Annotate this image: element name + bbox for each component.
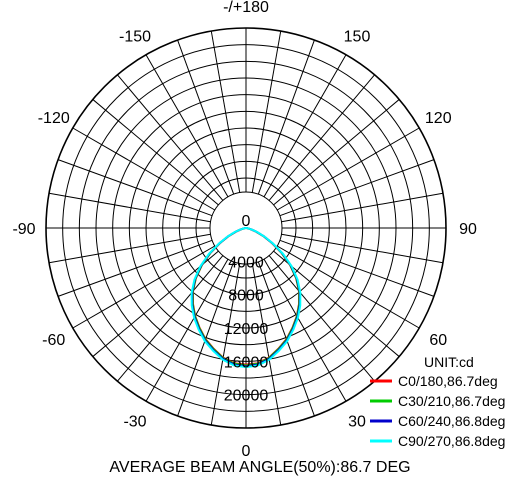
grid-spoke bbox=[210, 30, 241, 193]
angle-label: 90 bbox=[459, 221, 477, 238]
grid-spoke bbox=[251, 263, 282, 426]
grid-spoke bbox=[279, 239, 435, 297]
grid-spoke bbox=[268, 255, 375, 382]
beam-angle-caption: AVERAGE BEAM ANGLE(50%):86.7 DEG bbox=[109, 459, 410, 476]
legend: UNIT:cd C0/180,86.7deg C30/210,86.7deg C60… bbox=[370, 354, 505, 449]
grid-spoke bbox=[263, 258, 347, 402]
curves bbox=[190, 227, 302, 369]
legend-entry: C30/210,86.7deg bbox=[398, 393, 505, 409]
angle-label: 0 bbox=[242, 443, 251, 460]
grid-spoke bbox=[281, 233, 444, 264]
grid-spoke bbox=[145, 54, 229, 198]
grid-spoke bbox=[57, 239, 213, 297]
legend-entry: C90/270,86.8deg bbox=[398, 433, 505, 449]
radial-tick-label: 0 bbox=[242, 213, 251, 230]
angle-label: 60 bbox=[429, 332, 447, 349]
curve-series-3 bbox=[190, 227, 302, 369]
legend-entry: C0/180,86.7deg bbox=[398, 373, 498, 389]
grid-spoke bbox=[279, 159, 435, 217]
angle-label: -120 bbox=[38, 110, 70, 127]
grid-spoke bbox=[276, 127, 420, 211]
angle-label: -/+180 bbox=[223, 0, 269, 16]
grid-spoke bbox=[281, 192, 444, 223]
angle-label: 150 bbox=[344, 29, 371, 46]
angle-label: -150 bbox=[119, 29, 151, 46]
grid-spoke bbox=[92, 99, 219, 206]
unit-label: UNIT:cd bbox=[424, 354, 474, 370]
grid-spoke bbox=[72, 245, 216, 329]
grid-spoke bbox=[257, 39, 315, 195]
grid-spoke bbox=[72, 127, 216, 211]
grid-spoke bbox=[273, 250, 400, 357]
radial-tick-labels: 0 4000 8000 12000 16000 20000 bbox=[224, 213, 269, 405]
grid-spoke bbox=[92, 250, 219, 357]
grid-spoke bbox=[273, 99, 400, 206]
radial-tick-label: 4000 bbox=[228, 254, 264, 271]
angle-labels: 0 30 60 90 120 150 -/+180 -150 -120 -90 -60 -30 bbox=[12, 0, 477, 460]
grid-spoke bbox=[276, 245, 420, 329]
grid-spoke bbox=[177, 39, 235, 195]
grid-spoke bbox=[48, 192, 211, 223]
grid-spoke bbox=[268, 74, 375, 201]
grid-spoke bbox=[57, 159, 213, 217]
grid-spoke bbox=[251, 30, 282, 193]
angle-label: -60 bbox=[42, 332, 65, 349]
angle-label: 30 bbox=[348, 413, 366, 430]
radial-tick-label: 20000 bbox=[224, 388, 269, 405]
radial-tick-label: 12000 bbox=[224, 321, 269, 338]
grid-spoke bbox=[48, 233, 211, 264]
grid-spoke bbox=[210, 263, 241, 426]
grid-spoke bbox=[117, 74, 224, 201]
angle-label: -90 bbox=[12, 221, 35, 238]
angle-label: -30 bbox=[123, 413, 146, 430]
grid-spoke bbox=[117, 255, 224, 382]
angle-label: 120 bbox=[425, 110, 452, 127]
radial-tick-label: 16000 bbox=[224, 354, 269, 371]
grid-spoke bbox=[145, 258, 229, 402]
grid-spoke bbox=[263, 54, 347, 198]
legend-entry: C60/240,86.8deg bbox=[398, 413, 505, 429]
radial-tick-label: 8000 bbox=[228, 288, 264, 305]
